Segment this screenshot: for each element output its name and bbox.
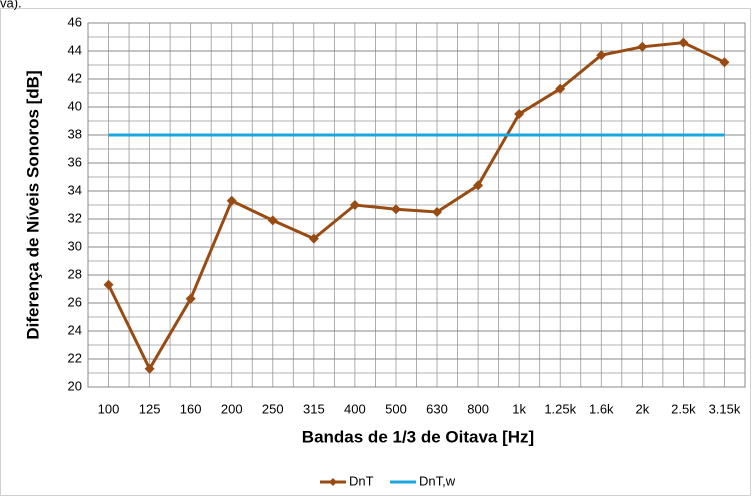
data-point (514, 109, 525, 119)
plot-border (87, 22, 746, 388)
data-point (555, 83, 566, 94)
data-point (267, 215, 278, 226)
x-tick-label: 160 (180, 401, 202, 416)
y-tick-label: 26 (68, 294, 82, 309)
y-tick-label: 20 (68, 378, 82, 393)
x-tick-label: 3.15k (709, 401, 741, 416)
annotation: va). (0, 0, 22, 10)
data-point (144, 363, 155, 374)
x-tick-label: 500 (385, 401, 407, 416)
x-tick-label: 1k (512, 401, 526, 416)
data-point (596, 50, 607, 61)
x-tick-label: 100 (98, 401, 120, 416)
data-point (473, 180, 484, 191)
legend-label: DnT,w (419, 473, 456, 488)
y-tick-label: 22 (68, 350, 82, 365)
y-tick-label: 46 (68, 14, 82, 29)
y-tick-label: 38 (68, 126, 82, 141)
legend-marker (329, 478, 337, 486)
data-point (719, 57, 730, 68)
data-point (678, 37, 689, 48)
data-point (226, 195, 237, 206)
data-point (308, 233, 319, 244)
data-point (432, 207, 443, 217)
data-point (103, 279, 114, 290)
data-point (185, 293, 196, 304)
x-tick-label: 1.6k (589, 401, 614, 416)
y-tick-label: 32 (68, 210, 82, 225)
x-tick-label: 200 (221, 401, 243, 416)
x-tick-label: 250 (262, 401, 284, 416)
y-tick-label: 30 (68, 238, 82, 253)
data-point (637, 41, 648, 52)
x-tick-label: 800 (467, 401, 489, 416)
chart-border (0, 8, 751, 496)
y-tick-label: 36 (68, 154, 82, 169)
x-tick-label: 315 (303, 401, 325, 416)
x-axis-title: Bandas de 1/3 de Oitava [Hz] (302, 427, 534, 446)
y-tick-label: 34 (68, 182, 82, 197)
x-tick-label: 2.5k (671, 401, 696, 416)
x-tick-label: 400 (344, 401, 366, 416)
x-tick-label: 2k (635, 401, 649, 416)
x-tick-label: 630 (426, 401, 448, 416)
x-tick-label: 1.25k (544, 401, 576, 416)
data-point (390, 204, 401, 215)
y-tick-label: 28 (68, 266, 82, 281)
y-tick-label: 24 (68, 322, 82, 337)
data-point (349, 200, 360, 210)
x-tick-label: 125 (139, 401, 161, 416)
legend-label: DnT (349, 473, 374, 488)
y-tick-label: 40 (68, 98, 82, 113)
series-line (107, 41, 726, 372)
y-axis-title: Diferença de Níveis Sonoros [dB] (23, 70, 42, 339)
y-tick-label: 44 (68, 42, 82, 57)
y-tick-label: 42 (68, 70, 82, 85)
